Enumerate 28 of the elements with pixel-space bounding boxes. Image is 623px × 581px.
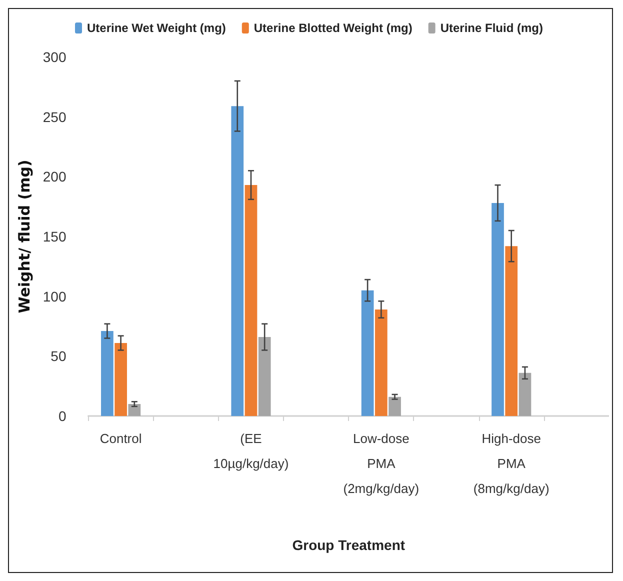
bar — [361, 290, 374, 416]
x-tick-label: Low-dose PMA (2mg/kg/day) — [343, 431, 420, 496]
bar — [101, 331, 114, 416]
legend-label: Uterine Blotted Weight (mg) — [254, 21, 412, 35]
bar — [114, 343, 127, 416]
y-tick-label: 250 — [42, 108, 66, 125]
legend-label: Uterine Fluid (mg) — [440, 21, 544, 35]
x-tick-label: (EE 10µg/kg/day) — [213, 431, 289, 471]
y-tick-label: 300 — [42, 49, 66, 65]
bar — [258, 337, 271, 416]
bar — [374, 309, 388, 416]
x-tick-label: High-dose PMA (8mg/kg/day) — [473, 431, 550, 496]
bar — [518, 372, 532, 416]
bar — [128, 404, 141, 416]
y-tick-label: 50 — [50, 348, 66, 364]
x-tick-label: Control — [100, 431, 142, 446]
y-axis-title: Weight/ fluid (mg) — [16, 160, 34, 314]
y-tick-label: 0 — [58, 408, 66, 424]
bar — [505, 246, 518, 416]
y-tick-label: 200 — [42, 168, 66, 185]
bar — [388, 396, 401, 416]
bar — [244, 185, 258, 416]
y-tick-label: 100 — [42, 288, 66, 304]
x-axis-title: Group Treatment — [292, 537, 406, 553]
bar — [231, 106, 244, 416]
legend-label: Uterine Wet Weight (mg) — [87, 21, 226, 35]
bar — [492, 202, 504, 416]
y-tick-label: 150 — [42, 228, 66, 244]
